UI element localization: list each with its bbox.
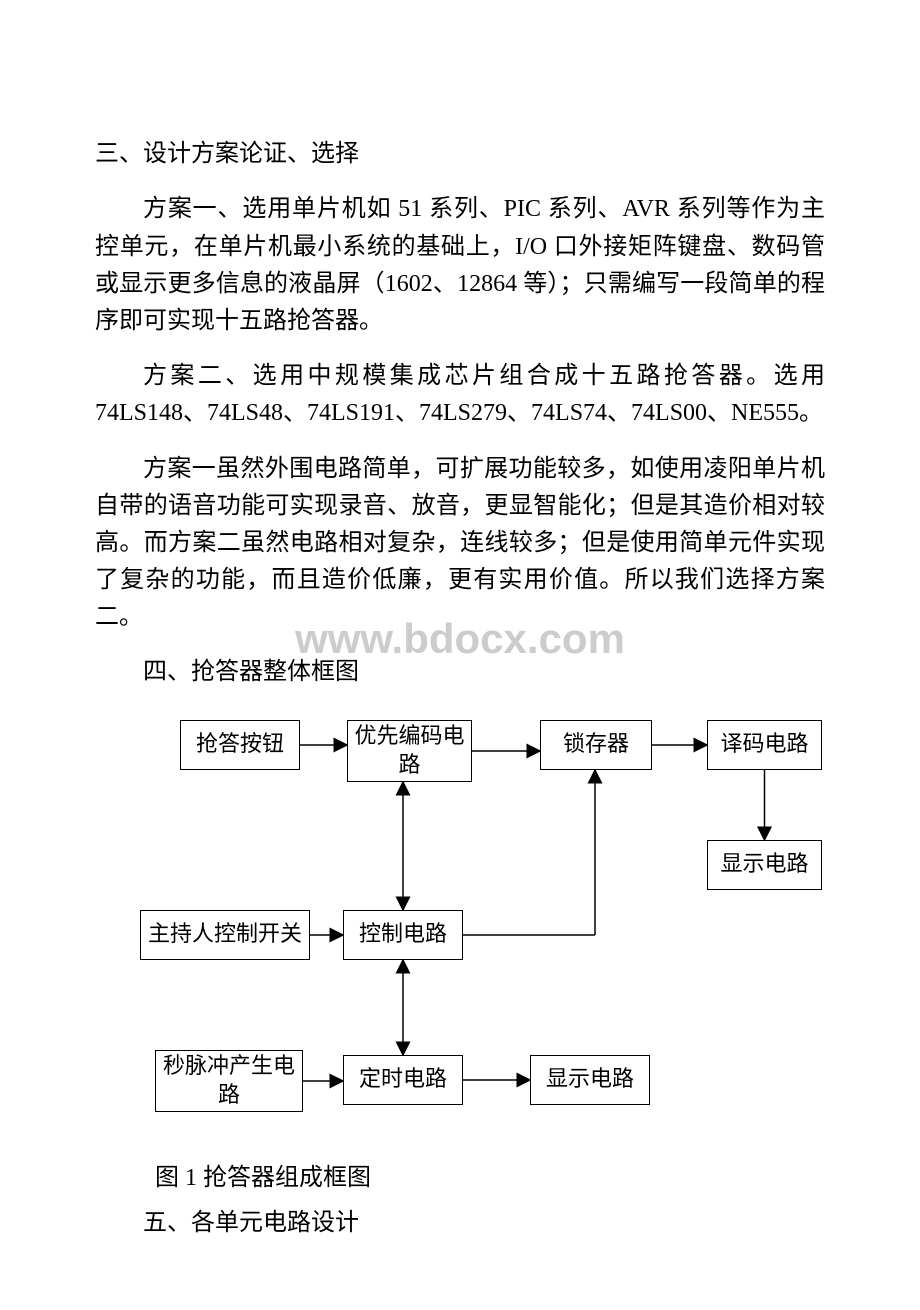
- node-disp2: 显示电路: [530, 1055, 650, 1105]
- section-3-heading: 三、设计方案论证、选择: [95, 135, 825, 173]
- node-decode: 译码电路: [707, 720, 822, 770]
- paragraph-scheme-1: 方案一、选用单片机如 51 系列、PIC 系列、AVR 系列等作为主控单元，在单…: [95, 191, 825, 340]
- section-5-heading: 五、各单元电路设计: [95, 1205, 825, 1242]
- block-diagram: 抢答按钮优先编码电路锁存器译码电路显示电路主持人控制开关控制电路秒脉冲产生电路定…: [85, 700, 845, 1140]
- figure-1-caption: 图 1 抢答器组成框图: [95, 1160, 825, 1197]
- node-btn: 抢答按钮: [180, 720, 300, 770]
- paragraph-scheme-2: 方案二、选用中规模集成芯片组合成十五路抢答器。选用74LS148、74LS48、…: [95, 358, 825, 432]
- node-ctrl: 控制电路: [343, 910, 463, 960]
- document-page: 三、设计方案论证、选择 方案一、选用单片机如 51 系列、PIC 系列、AVR …: [0, 0, 920, 1310]
- node-timer: 定时电路: [343, 1055, 463, 1105]
- section-4-heading: 四、抢答器整体框图: [95, 654, 825, 691]
- paragraph-comparison: 方案一虽然外围电路简单，可扩展功能较多，如使用凌阳单片机自带的语音功能可实现录音…: [95, 451, 825, 637]
- node-latch: 锁存器: [540, 720, 652, 770]
- node-host: 主持人控制开关: [140, 910, 310, 960]
- node-disp1: 显示电路: [707, 840, 822, 890]
- node-encode: 优先编码电路: [347, 720, 472, 782]
- node-pulse: 秒脉冲产生电路: [155, 1050, 303, 1112]
